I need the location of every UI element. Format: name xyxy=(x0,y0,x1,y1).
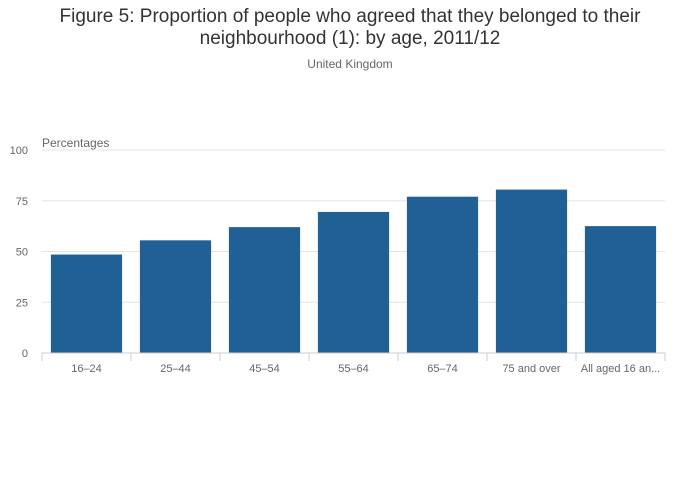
bar-6[interactable] xyxy=(495,189,568,353)
x-tick-label: 55–64 xyxy=(338,363,369,375)
x-tick-label: All aged 16 an... xyxy=(581,363,661,375)
x-axis: 16–24 25–44 45–54 55–64 65–74 75 and over All … xyxy=(41,352,666,375)
y-axis-label: Percentages xyxy=(42,136,109,150)
y-tick-label: 50 xyxy=(16,247,28,259)
bar-3[interactable] xyxy=(228,227,301,353)
bar-4[interactable] xyxy=(317,211,390,353)
y-tick-label: 75 xyxy=(16,196,28,208)
y-tick-label: 0 xyxy=(22,348,28,360)
x-tick-label: 65–74 xyxy=(427,363,458,375)
bar-2[interactable] xyxy=(139,240,212,353)
bar-1[interactable] xyxy=(50,254,123,353)
y-tick-label: 25 xyxy=(16,297,28,309)
y-tick-label: 100 xyxy=(10,145,28,157)
x-tick-label: 75 and over xyxy=(502,363,560,375)
bars xyxy=(50,189,657,354)
bar-7[interactable] xyxy=(584,226,657,354)
chart-title: Figure 5: Proportion of people who agree… xyxy=(0,6,700,50)
x-tick-label: 25–44 xyxy=(160,363,191,375)
chart-subtitle: United Kingdom xyxy=(307,57,393,71)
chart-title-line-2: neighbourhood (1): by age, 2011/12 xyxy=(199,28,501,49)
x-tick-label: 16–24 xyxy=(71,363,102,375)
chart-title-line-1: Figure 5: Proportion of people who agree… xyxy=(59,6,641,27)
bar-5[interactable] xyxy=(406,196,479,353)
x-tick-label: 45–54 xyxy=(249,363,280,375)
